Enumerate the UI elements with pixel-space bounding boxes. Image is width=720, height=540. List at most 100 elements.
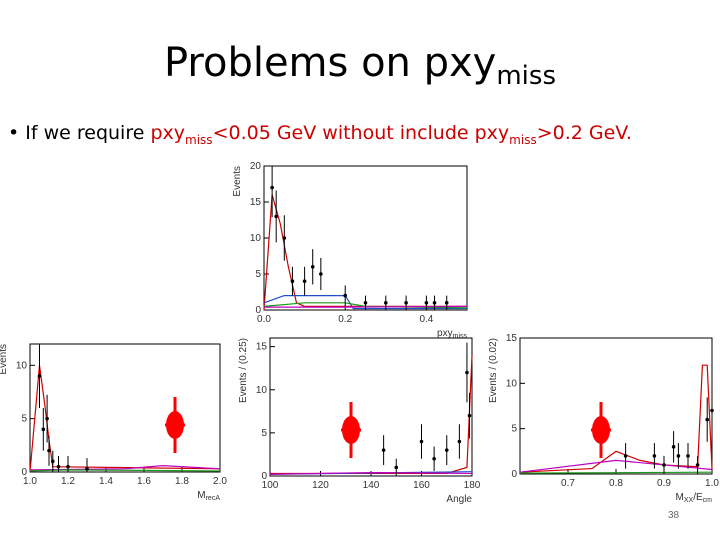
y-tick-label: 10: [250, 233, 262, 244]
y-tick-label: 10: [506, 378, 518, 389]
x-tick-label: 2.0: [213, 476, 227, 487]
y-tick-label: 5: [21, 414, 27, 425]
data-point: [705, 417, 709, 422]
x-tick-label: 1.6: [137, 476, 151, 487]
plot-frame: [519, 337, 713, 475]
y-tick-label: 10: [16, 360, 28, 371]
data-point: [319, 272, 323, 276]
y-tick-label: 0: [511, 469, 517, 480]
x-tick-label: 100: [262, 480, 279, 491]
x-tick-label: 140: [363, 480, 380, 491]
data-point: [623, 454, 628, 458]
x-axis-label-sub: XX: [684, 497, 694, 504]
y-tick-label: 5: [255, 269, 261, 280]
data-point: [432, 456, 436, 461]
y-tick-label: 15: [256, 342, 268, 353]
y-tick-label: 5: [511, 424, 517, 435]
data-point: [671, 445, 676, 449]
data-point: [51, 459, 55, 464]
title-main: Problems on pxy: [163, 40, 497, 86]
data-point: [56, 464, 61, 469]
red-sub-2: miss: [509, 133, 537, 147]
data-point: [290, 279, 295, 283]
red-text-1a: pxy: [150, 122, 186, 144]
x-axis-label-sub: recA: [206, 495, 221, 502]
data-point: [270, 185, 274, 190]
x-tick-label: 1.8: [175, 476, 189, 487]
data-point: [404, 301, 408, 305]
y-tick-label: 15: [250, 197, 262, 208]
bullet-mark: •: [8, 122, 20, 144]
series-line: [269, 471, 473, 475]
data-point: [282, 236, 287, 240]
x-tick-label: 1.0: [705, 478, 719, 489]
data-point: [710, 408, 714, 413]
x-tick-label: 1.4: [99, 476, 113, 487]
x-tick-label: 120: [312, 480, 329, 491]
series-line: [263, 295, 467, 310]
x-tick-label: 180: [464, 480, 481, 491]
data-point: [465, 370, 469, 375]
data-point: [302, 279, 307, 283]
data-point: [444, 448, 449, 452]
data-point: [384, 301, 388, 305]
x-tick-label: 0.8: [609, 478, 623, 489]
y-tick-label: 10: [256, 385, 268, 396]
marker-icon: [341, 402, 361, 458]
y-tick-label: 15: [506, 333, 518, 344]
x-tick-label: 1.2: [61, 476, 75, 487]
red-marker-1: [165, 397, 185, 453]
data-point: [47, 448, 51, 453]
marker-icon: [591, 402, 611, 458]
series-line: [29, 464, 221, 471]
mxx-ecm-histogram: 0 5 10 15 0.7 0.8 0.9 1.0 Events / (0.02) MXX/Ecm: [488, 333, 719, 504]
red-marker-2: [341, 402, 361, 458]
data-point: [274, 214, 278, 219]
data-point: [45, 416, 49, 421]
marker-icon: [165, 397, 185, 453]
red-text-2c: >0.2 GeV.: [536, 122, 632, 144]
data-point: [432, 301, 437, 305]
x-tick-label: 160: [413, 480, 430, 491]
y-tick-label: 0: [261, 471, 267, 482]
bullet-text: If we require: [25, 122, 151, 144]
x-tick-label: 0.0: [257, 314, 271, 325]
y-tick-label: 20: [250, 161, 262, 172]
x-tick-label: 0.2: [338, 314, 352, 325]
bullet-line: • If we require pxy miss<0.05 GeV without…: [8, 122, 632, 147]
y-axis-label: Events / (0.02): [488, 338, 499, 403]
x-tick-label: 0.4: [419, 314, 433, 325]
data-point: [394, 465, 399, 470]
series-line: [519, 471, 713, 474]
data-point: [381, 448, 386, 452]
data-point: [457, 439, 462, 444]
x-tick-label: 1.0: [23, 476, 37, 487]
x-axis-label-sub: miss: [453, 333, 468, 340]
data-point: [444, 301, 449, 305]
data-point: [41, 427, 46, 432]
angle-histogram: 0 5 10 15 100 120 140 160 180 Events / (0.25) Angl…: [238, 337, 481, 505]
x-tick-label: 0.9: [657, 478, 671, 489]
data-point: [467, 413, 472, 418]
x-tick-label: 0.7: [561, 478, 575, 489]
red-marker-3: [591, 402, 611, 458]
data-point: [66, 464, 70, 469]
red-text-1c: <0.05 GeV without include pxy: [212, 122, 510, 144]
x-axis-label-sub2: cm: [703, 497, 713, 504]
data-point: [37, 374, 42, 378]
slide-title: Problems on pxymiss: [0, 40, 720, 91]
page-number: 38: [668, 510, 680, 521]
plot-frame: [29, 343, 221, 473]
data-point: [424, 301, 429, 305]
x-axis-label: Angle: [446, 494, 472, 505]
data-point: [419, 439, 424, 444]
data-point: [310, 265, 315, 269]
data-point: [662, 463, 666, 467]
plot-frame: [263, 165, 468, 311]
data-point: [85, 467, 89, 471]
x-axis-label: MrecA: [197, 490, 220, 502]
data-point: [676, 454, 681, 458]
data-point: [363, 301, 368, 305]
y-tick-label: 0: [255, 305, 261, 316]
data-point: [695, 463, 700, 467]
